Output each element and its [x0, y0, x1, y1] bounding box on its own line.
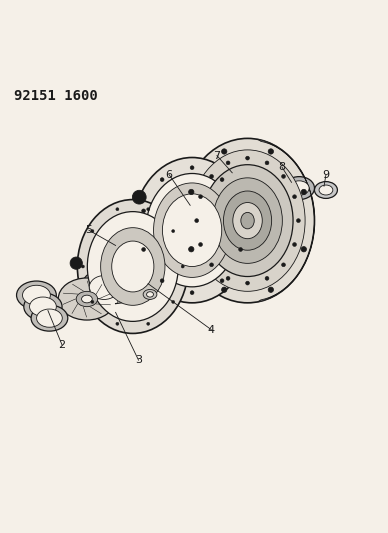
Ellipse shape	[81, 295, 92, 303]
Ellipse shape	[213, 178, 282, 263]
Circle shape	[190, 166, 194, 169]
Circle shape	[222, 149, 227, 154]
Ellipse shape	[233, 203, 262, 239]
Circle shape	[301, 189, 307, 195]
Circle shape	[239, 247, 242, 252]
Circle shape	[239, 209, 242, 213]
Polygon shape	[258, 140, 315, 302]
Text: 2: 2	[59, 340, 66, 350]
Ellipse shape	[163, 194, 222, 266]
Text: 5: 5	[85, 225, 92, 235]
Ellipse shape	[89, 276, 119, 300]
Circle shape	[282, 174, 286, 179]
Circle shape	[199, 195, 203, 199]
Circle shape	[282, 263, 286, 266]
Ellipse shape	[17, 281, 56, 309]
Circle shape	[296, 219, 300, 222]
Circle shape	[116, 208, 119, 211]
Text: 6: 6	[166, 169, 173, 180]
Circle shape	[116, 322, 119, 325]
Circle shape	[160, 279, 164, 282]
Ellipse shape	[31, 305, 68, 331]
Circle shape	[226, 161, 230, 165]
Ellipse shape	[284, 176, 314, 199]
Ellipse shape	[81, 269, 127, 306]
Circle shape	[70, 257, 82, 269]
Circle shape	[195, 219, 199, 222]
Ellipse shape	[100, 228, 165, 305]
Text: 7: 7	[213, 151, 220, 160]
Ellipse shape	[241, 212, 254, 229]
Ellipse shape	[143, 289, 157, 300]
Ellipse shape	[319, 185, 333, 195]
Ellipse shape	[146, 173, 238, 287]
Ellipse shape	[23, 285, 50, 305]
Circle shape	[189, 189, 194, 195]
Circle shape	[268, 287, 274, 293]
Ellipse shape	[223, 191, 272, 250]
Circle shape	[210, 174, 213, 179]
Circle shape	[132, 190, 146, 204]
Circle shape	[293, 243, 296, 246]
Ellipse shape	[24, 293, 62, 320]
Circle shape	[246, 156, 249, 160]
Text: 8: 8	[279, 162, 286, 172]
Ellipse shape	[314, 182, 338, 198]
Circle shape	[268, 149, 274, 154]
Circle shape	[142, 247, 146, 252]
Circle shape	[181, 265, 184, 268]
Text: 92151 1600: 92151 1600	[14, 88, 98, 103]
Circle shape	[160, 177, 164, 182]
Ellipse shape	[36, 309, 62, 327]
Circle shape	[91, 230, 94, 232]
Ellipse shape	[190, 150, 305, 292]
Ellipse shape	[76, 292, 98, 306]
Ellipse shape	[147, 292, 154, 297]
Circle shape	[190, 290, 194, 295]
Circle shape	[171, 301, 175, 303]
Circle shape	[81, 265, 85, 268]
Ellipse shape	[181, 139, 314, 303]
Circle shape	[301, 247, 307, 252]
Ellipse shape	[202, 165, 293, 277]
Text: 9: 9	[322, 169, 329, 180]
Circle shape	[210, 263, 213, 266]
Ellipse shape	[133, 158, 251, 303]
Ellipse shape	[87, 212, 178, 321]
Circle shape	[265, 161, 269, 165]
Circle shape	[199, 243, 203, 246]
Text: 3: 3	[135, 355, 142, 365]
Circle shape	[220, 177, 224, 182]
Ellipse shape	[289, 181, 309, 196]
Circle shape	[147, 208, 150, 211]
Ellipse shape	[29, 297, 56, 316]
Circle shape	[189, 247, 194, 252]
Circle shape	[226, 277, 230, 280]
Circle shape	[220, 279, 224, 282]
Circle shape	[265, 277, 269, 280]
Circle shape	[246, 281, 249, 285]
Circle shape	[171, 230, 175, 232]
Circle shape	[142, 209, 146, 213]
Ellipse shape	[58, 278, 116, 320]
Circle shape	[147, 322, 150, 325]
Text: 4: 4	[208, 325, 215, 335]
Circle shape	[91, 301, 94, 303]
Ellipse shape	[112, 241, 154, 292]
Ellipse shape	[154, 183, 230, 277]
Circle shape	[293, 195, 296, 199]
Ellipse shape	[77, 199, 188, 334]
Circle shape	[222, 287, 227, 293]
